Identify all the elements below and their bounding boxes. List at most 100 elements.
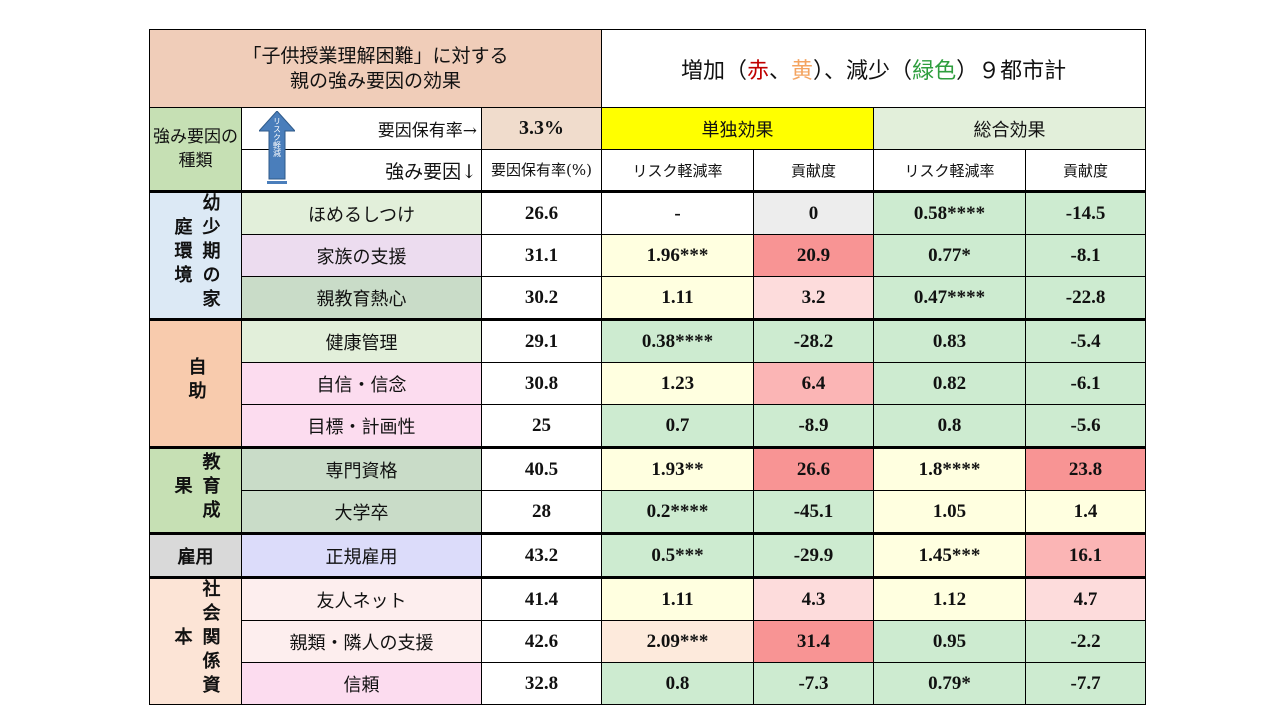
prevalence-cell: 25 bbox=[480, 404, 603, 448]
table-row: 教育成果 専門資格 40.5 1.93** 26.6 1.8**** 23.8 bbox=[149, 446, 1147, 534]
legend-title-part: 増加（ bbox=[680, 58, 747, 84]
factor-cell: 大学卒 bbox=[241, 490, 482, 534]
single-risk-reduction-cell: 2.09*** bbox=[601, 620, 755, 663]
legend-title-part: ）、減少（ bbox=[813, 58, 913, 84]
single-risk-reduction-header: リスク軽減率 bbox=[601, 149, 755, 192]
table-row: 大学卒 28 0.2**** -45.1 1.05 1.4 bbox=[150, 490, 1147, 534]
category-cell: 雇用 bbox=[149, 532, 242, 578]
total-risk-reduction-header: リスク軽減率 bbox=[873, 149, 1027, 192]
single-contribution-cell: 26.6 bbox=[753, 446, 875, 491]
category-label: 雇用 bbox=[177, 546, 214, 568]
factor-cell: 友人ネット bbox=[241, 576, 482, 621]
total-contribution-cell: -5.6 bbox=[1025, 404, 1147, 448]
total-risk-reduction-cell: 1.8**** bbox=[873, 446, 1027, 491]
table-row: 自信・信念 30.8 1.23 6.4 0.82 -6.1 bbox=[150, 362, 1147, 405]
legend-title-part: 黄 bbox=[791, 58, 814, 84]
table-title: 「子供授業理解困難」に対する 親の強み要因の効果 bbox=[148, 29, 603, 108]
table-row: 自助 健康管理 29.1 0.38**** -28.2 0.83 -5.4 bbox=[149, 318, 1147, 448]
table-row: 目標・計画性 25 0.7 -8.9 0.8 -5.6 bbox=[150, 404, 1147, 448]
title-line2: 親の強み要因の効果 bbox=[290, 69, 462, 92]
arrow-label: リスク軽減 bbox=[273, 117, 282, 158]
title-line1: 「子供授業理解困難」に対する bbox=[242, 44, 509, 67]
category-header: 強み要因の種類 bbox=[149, 107, 242, 192]
total-contribution-cell: -14.5 bbox=[1025, 190, 1147, 235]
total-risk-reduction-cell: 0.83 bbox=[873, 318, 1027, 363]
single-contribution-cell: 0 bbox=[753, 190, 875, 235]
prevalence-cell: 30.8 bbox=[480, 362, 603, 405]
single-contribution-cell: -45.1 bbox=[753, 490, 875, 534]
category-cell: 教育成果 bbox=[149, 446, 242, 534]
factor-cell: 専門資格 bbox=[241, 446, 482, 491]
single-risk-reduction-cell: 1.93** bbox=[601, 446, 755, 491]
single-contribution-cell: 4.3 bbox=[753, 576, 875, 621]
single-contribution-cell: -7.3 bbox=[753, 662, 875, 705]
factor-cell: 健康管理 bbox=[241, 318, 482, 363]
factor-cell: 自信・信念 bbox=[241, 362, 482, 405]
prevalence-cell: 31.1 bbox=[480, 234, 603, 277]
single-contribution-cell: -8.9 bbox=[753, 404, 875, 448]
prevalence-cell: 26.6 bbox=[480, 190, 603, 235]
total-contribution-cell: 16.1 bbox=[1025, 532, 1147, 578]
factor-cell: 親類・隣人の支援 bbox=[241, 620, 482, 663]
category-cell: 自助 bbox=[149, 318, 242, 448]
single-contribution-cell: -28.2 bbox=[753, 318, 875, 363]
total-contribution-cell: -8.1 bbox=[1025, 234, 1147, 277]
single-risk-reduction-cell: 0.5*** bbox=[601, 532, 755, 578]
total-effect-header: 総合効果 bbox=[873, 107, 1147, 150]
legend-title-part: 赤 bbox=[747, 58, 770, 84]
total-contribution-cell: -5.4 bbox=[1025, 318, 1147, 363]
total-risk-reduction-cell: 0.79* bbox=[873, 662, 1027, 705]
table-row: 雇用 正規雇用 43.2 0.5*** -29.9 1.45*** 16.1 bbox=[149, 532, 1147, 578]
factor-cell: ほめるしつけ bbox=[241, 190, 482, 235]
table-row: 幼少期の家庭環境 ほめるしつけ 26.6-0 0.58**** -14.5 bbox=[149, 190, 1147, 320]
total-risk-reduction-cell: 1.45*** bbox=[873, 532, 1027, 578]
total-contribution-cell: 1.4 bbox=[1025, 490, 1147, 534]
factor-cell: 親教育熱心 bbox=[241, 276, 482, 320]
prevalence-cell: 32.8 bbox=[480, 662, 603, 705]
prevalence-column-header: 要因保有率(%) bbox=[480, 149, 603, 192]
total-risk-reduction-cell: 0.58**** bbox=[873, 190, 1027, 235]
total-contribution-cell: -22.8 bbox=[1025, 276, 1147, 320]
single-contribution-cell: 3.2 bbox=[753, 276, 875, 320]
table-row: 親類・隣人の支援 42.6 2.09*** 31.4 0.95 -2.2 bbox=[150, 620, 1147, 663]
prevalence-cell: 40.5 bbox=[480, 446, 603, 491]
table-row: 社会関係資本 友人ネット 41.4 1.11 4.3 1.12 4.7 bbox=[149, 576, 1147, 705]
single-contribution-cell: 20.9 bbox=[753, 234, 875, 277]
category-label: 幼少期の家庭環境 bbox=[171, 193, 221, 313]
total-contribution-header: 貢献度 bbox=[1025, 149, 1147, 192]
legend-title-part: 緑色 bbox=[912, 58, 957, 84]
total-risk-reduction-cell: 0.95 bbox=[873, 620, 1027, 663]
total-risk-reduction-cell: 0.47**** bbox=[873, 276, 1027, 320]
total-contribution-cell: 23.8 bbox=[1025, 446, 1147, 491]
single-risk-reduction-cell: 0.7 bbox=[601, 404, 755, 448]
factor-cell: 信頼 bbox=[241, 662, 482, 705]
category-label: 教育成果 bbox=[171, 452, 221, 524]
prevalence-cell: 29.1 bbox=[480, 318, 603, 363]
single-contribution-cell: 31.4 bbox=[753, 620, 875, 663]
single-risk-reduction-cell: 1.23 bbox=[601, 362, 755, 405]
single-risk-reduction-cell: 1.96*** bbox=[601, 234, 755, 277]
legend-title-part: ）９都市計 bbox=[956, 58, 1067, 84]
single-effect-header: 単独効果 bbox=[601, 107, 875, 150]
category-label: 社会関係資本 bbox=[171, 579, 221, 699]
single-contribution-cell: 6.4 bbox=[753, 362, 875, 405]
total-risk-reduction-cell: 1.05 bbox=[873, 490, 1027, 534]
total-contribution-cell: -2.2 bbox=[1025, 620, 1147, 663]
single-contribution-header: 貢献度 bbox=[753, 149, 875, 192]
factor-arrow-label: 強み要因↓ bbox=[241, 149, 482, 192]
total-contribution-cell: -6.1 bbox=[1025, 362, 1147, 405]
total-risk-reduction-cell: 0.82 bbox=[873, 362, 1027, 405]
single-contribution-cell: -29.9 bbox=[753, 532, 875, 578]
prevalence-cell: 42.6 bbox=[480, 620, 603, 663]
prevalence-cell: 41.4 bbox=[480, 576, 603, 621]
category-label: 自助 bbox=[185, 357, 207, 405]
legend-title: 増加（赤、黄）、減少（緑色）９都市計 bbox=[601, 29, 1147, 108]
single-risk-reduction-cell: 1.11 bbox=[601, 276, 755, 320]
single-risk-reduction-cell: 1.11 bbox=[601, 576, 755, 621]
effects-table: 「子供授業理解困難」に対する 親の強み要因の効果 増加（赤、黄）、減少（緑色）９… bbox=[148, 29, 1147, 705]
overall-prevalence: 3.3% bbox=[480, 107, 603, 150]
risk-reduction-arrow-icon: リスク軽減 bbox=[259, 111, 295, 184]
total-risk-reduction-cell: 0.8 bbox=[873, 404, 1027, 448]
single-risk-reduction-cell: 0.38**** bbox=[601, 318, 755, 363]
legend-title-part: 、 bbox=[769, 58, 792, 84]
